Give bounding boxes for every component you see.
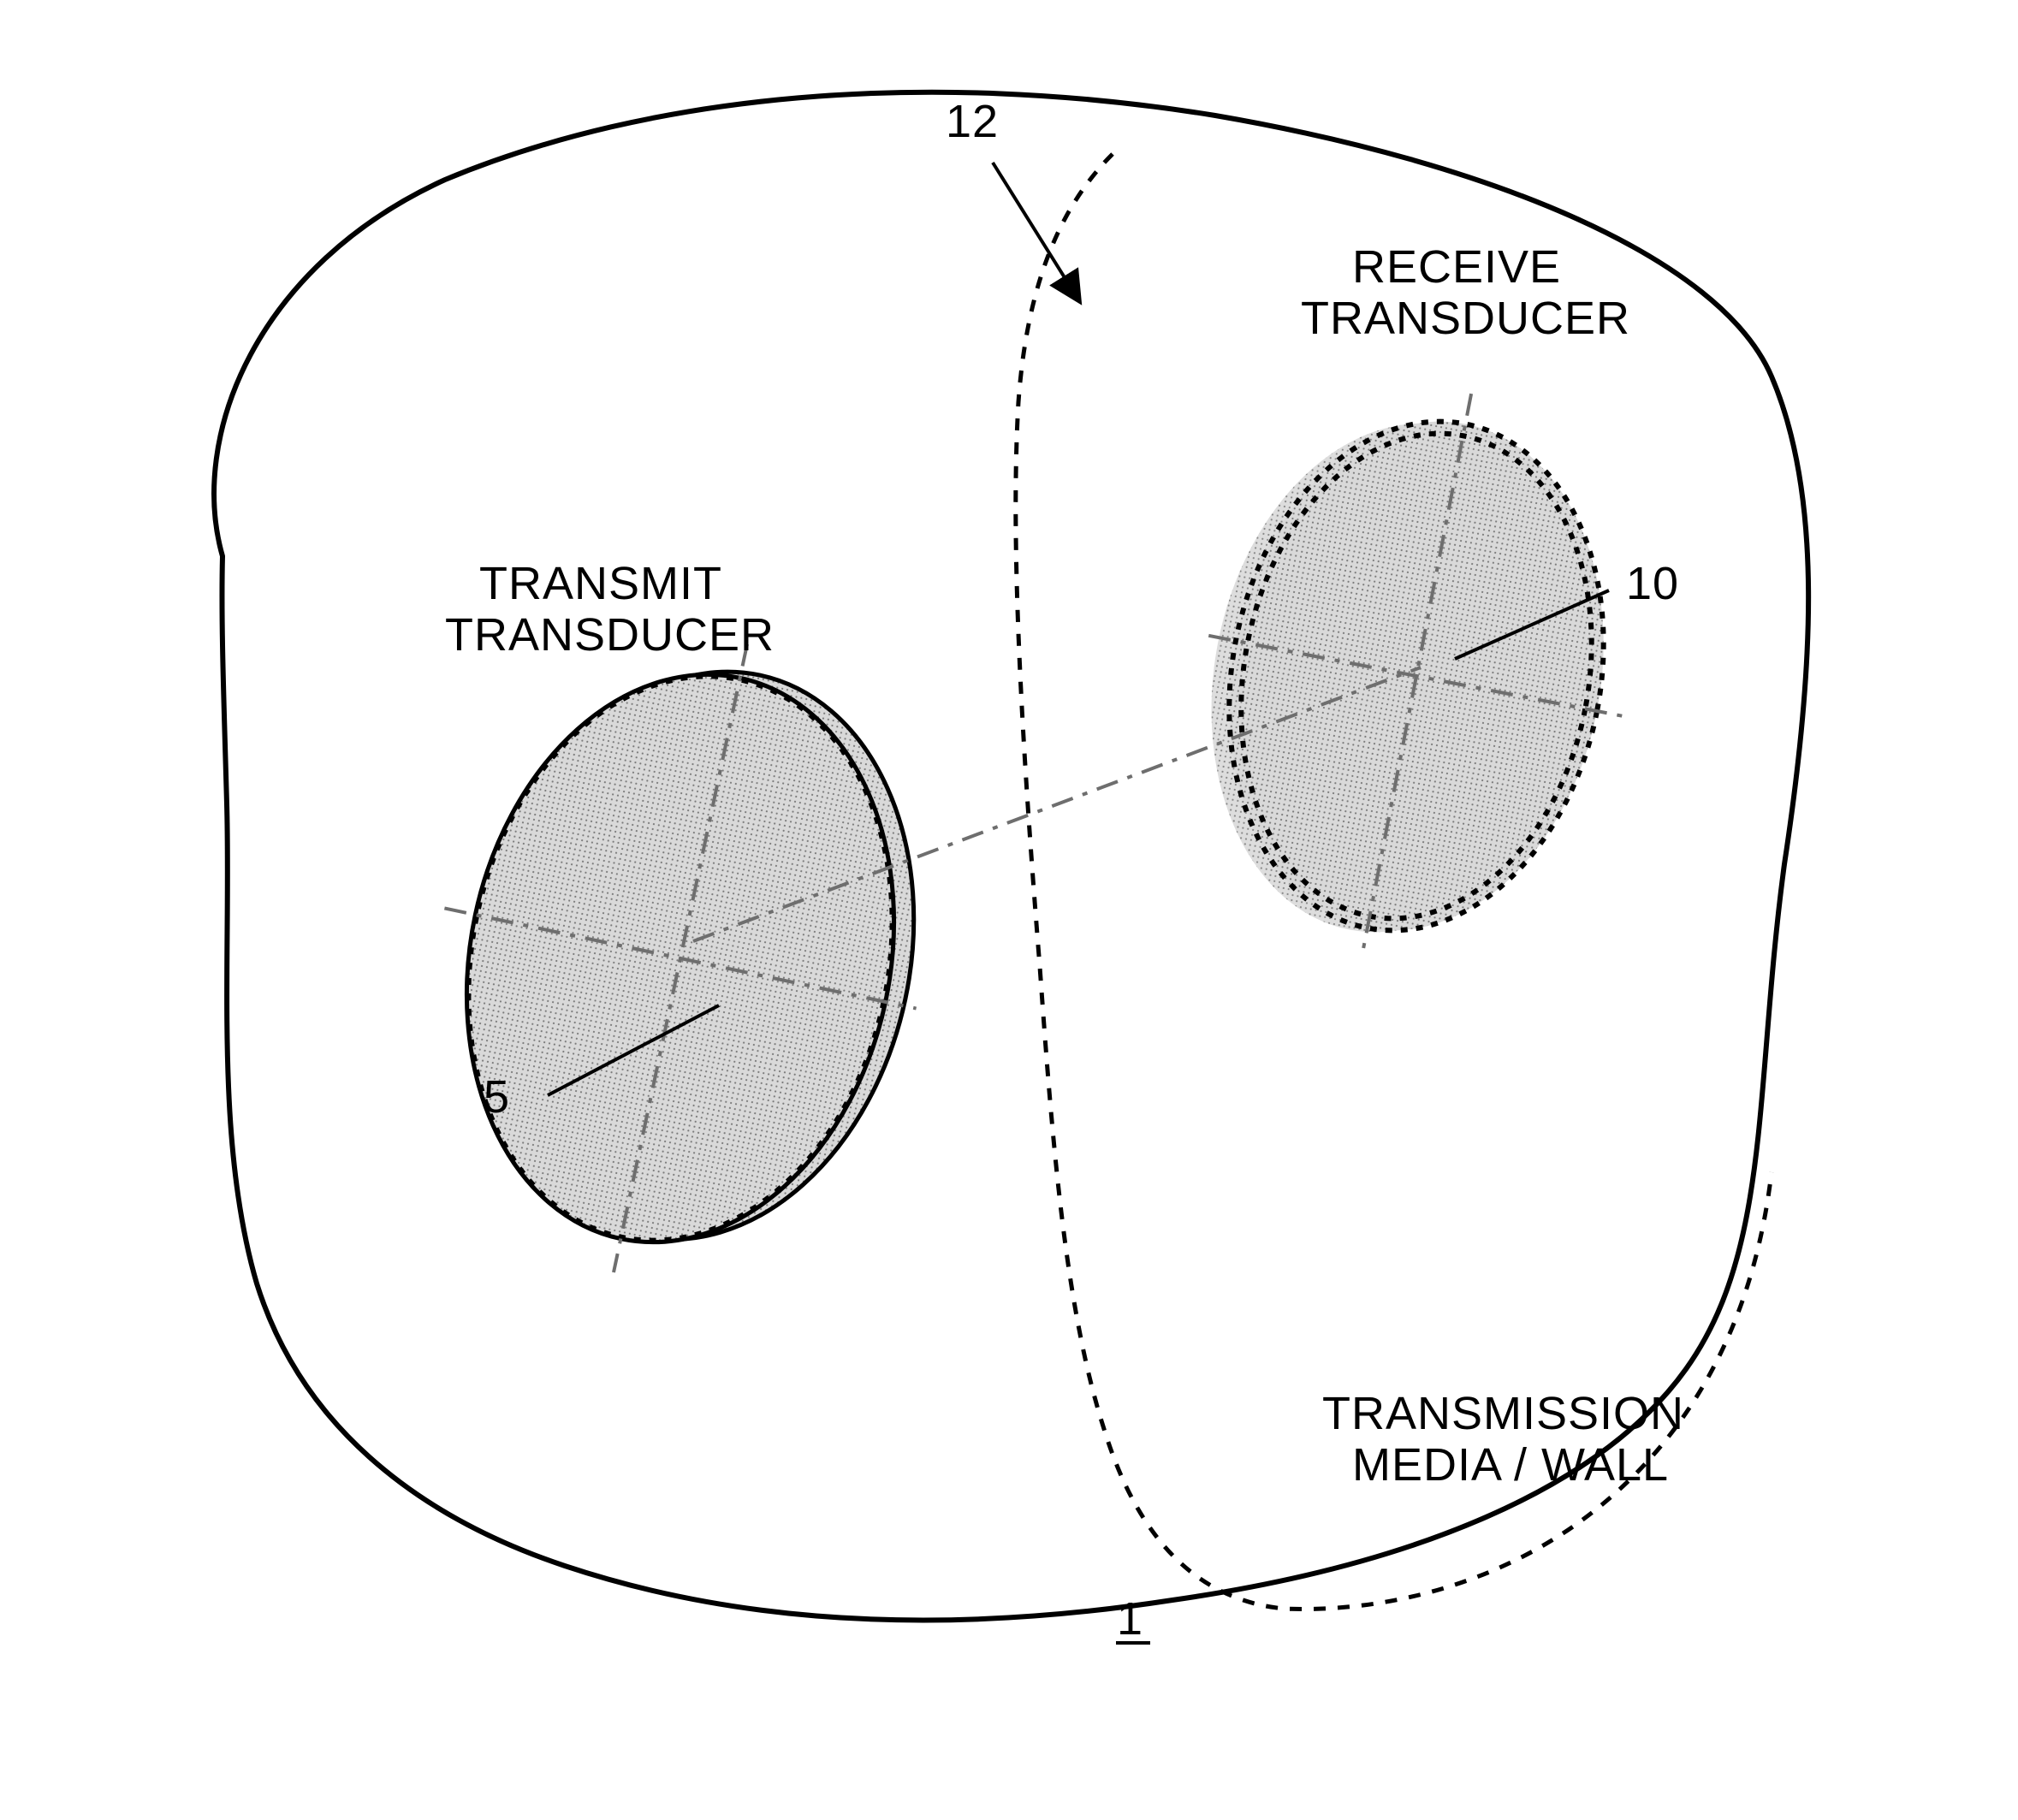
transmit-label-line1: TRANSMIT [479,558,722,609]
media-label-line2: MEDIA / WALL [1352,1439,1669,1491]
ref-5-label: 5 [484,1071,510,1123]
ref-12-label: 12 [946,96,999,147]
receive-label-line1: RECEIVE [1352,241,1561,293]
media-label-line1: TRANSMISSION [1322,1388,1684,1439]
ref-10-label: 10 [1626,558,1679,609]
ref-1-label: 1 [1117,1593,1143,1645]
receive-label-line2: TRANSDUCER [1301,293,1630,344]
transmit-label-line2: TRANSDUCER [445,609,775,661]
canvas-background [0,0,2018,1820]
